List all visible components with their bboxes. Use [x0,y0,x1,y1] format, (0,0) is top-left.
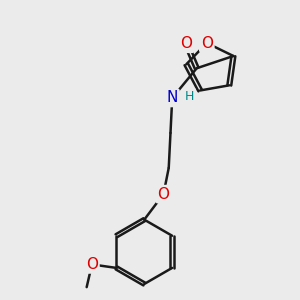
Text: O: O [86,257,98,272]
Text: O: O [180,36,192,51]
Text: O: O [201,35,213,50]
Text: H: H [185,90,194,103]
Text: O: O [158,187,169,202]
Text: N: N [167,91,178,106]
